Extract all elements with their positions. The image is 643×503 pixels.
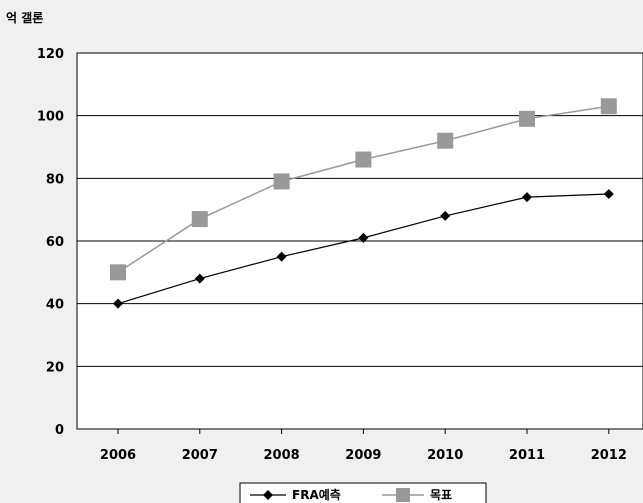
y-tick-label: 0 <box>55 423 64 438</box>
legend-label-1: 목표 <box>430 488 452 502</box>
data-point-square <box>191 211 208 228</box>
legend-label-0: FRA예측 <box>292 487 341 502</box>
data-point-square <box>600 98 617 115</box>
data-point-square <box>110 264 126 281</box>
data-point-diamond <box>194 273 205 284</box>
data-point-square <box>355 151 372 168</box>
y-axis: 0 20 40 60 80 100 120 <box>37 47 64 438</box>
data-point-diamond <box>358 232 369 243</box>
x-tick-label: 2009 <box>345 448 381 463</box>
data-point-diamond <box>440 210 451 221</box>
x-tick-label: 2010 <box>427 448 463 463</box>
data-point-square <box>273 173 290 190</box>
data-point-diamond <box>522 192 532 203</box>
y-axis-unit-label: 억 갤론 <box>6 10 43 25</box>
x-tick-label: 2006 <box>100 448 136 463</box>
legend-swatch-marker-1 <box>396 488 410 502</box>
y-tick-label: 40 <box>46 298 64 313</box>
legend-swatch-marker-0 <box>263 490 273 500</box>
y-tick-label: 120 <box>37 47 64 62</box>
x-tick-label: 2012 <box>591 448 627 463</box>
y-tick-label: 20 <box>46 360 64 375</box>
x-tick-label: 2008 <box>264 448 300 463</box>
x-tick-label: 2011 <box>509 448 545 463</box>
legend: FRA예측 목표 <box>239 482 487 503</box>
data-point-diamond <box>113 298 123 309</box>
y-tick-label: 60 <box>46 235 64 250</box>
data-point-square <box>437 132 454 149</box>
x-tick-label: 2007 <box>182 448 218 463</box>
y-tick-label: 80 <box>46 172 64 187</box>
y-tick-label: 100 <box>37 110 64 125</box>
series-group <box>110 98 617 309</box>
x-axis: 2006 2007 2008 2009 2010 2011 2012 <box>100 429 627 463</box>
data-point-diamond <box>603 189 614 199</box>
legend-box <box>239 482 487 503</box>
data-point-diamond <box>276 251 287 262</box>
data-point-square <box>519 110 535 127</box>
